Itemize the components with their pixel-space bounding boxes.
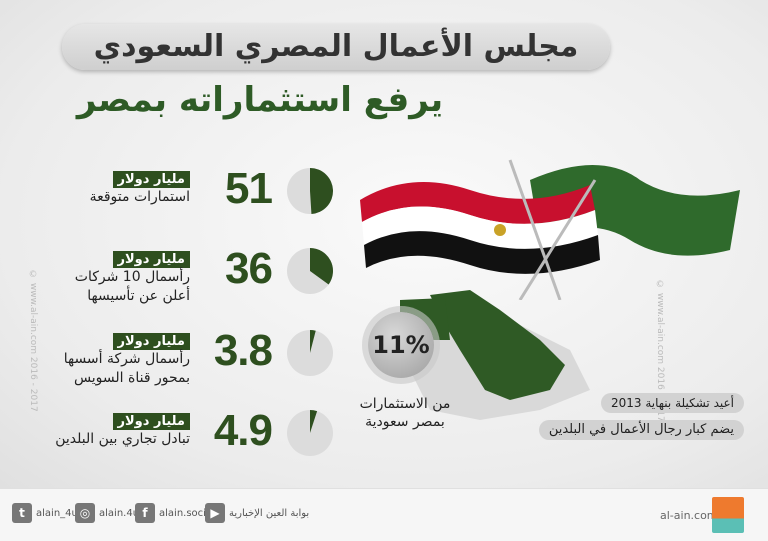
site-url[interactable]: al-ain.com — [660, 509, 718, 522]
twitter-icon: t — [12, 503, 32, 523]
percentage-desc-line: من الاستثمارات — [359, 396, 451, 412]
stat-value: 36 — [225, 244, 273, 293]
stat-row: 3.8 مليار دولار رأسمال شركة أسسها بمحور قن… — [0, 326, 340, 400]
saudi-flag — [530, 165, 740, 256]
instagram-icon: ◎ — [75, 503, 95, 523]
stat-row: 51 مليار دولار استمارات متوقعة — [0, 164, 340, 238]
stat-description: بمحور قناة السويس — [73, 370, 190, 386]
percentage-description: من الاستثمارات بمصر سعودية — [350, 395, 460, 431]
facebook-handle: alain.social — [159, 507, 215, 519]
twitter-handle: alain_4u — [36, 507, 78, 519]
stat-unit-badge: مليار دولار — [112, 413, 190, 430]
watermark: © www.al-ain.com 2016 - 2017 — [28, 270, 38, 412]
al-ain-logo — [712, 497, 744, 533]
youtube-handle: بوابة العين الإخبارية — [229, 507, 310, 519]
stat-description: رأسمال شركة أسسها — [63, 351, 190, 367]
stat-pie — [287, 330, 333, 376]
pie-slice — [310, 248, 333, 285]
pie-slice — [310, 168, 333, 214]
facebook-icon: f — [135, 503, 155, 523]
stat-row: 4.9 مليار دولار تبادل تجاري بين البلدين — [0, 406, 340, 480]
infographic: مجلس الأعمال المصري السعودي يرفع استثمار… — [0, 0, 768, 488]
stat-description: استمارات متوقعة — [89, 189, 190, 205]
title: مجلس الأعمال المصري السعودي — [62, 24, 610, 70]
stat-value: 3.8 — [213, 326, 273, 375]
stat-description: أعلن عن تأسيسها — [87, 288, 190, 304]
facebook-link[interactable]: f alain.social — [135, 503, 215, 523]
flags-illustration — [360, 159, 740, 300]
twitter-link[interactable]: t alain_4u — [12, 503, 78, 523]
stat-unit-badge: مليار دولار — [112, 171, 190, 188]
stat-row: 36 مليار دولار رأسمال 10 شركات أعلن عن تأس… — [0, 244, 340, 318]
stat-description: تبادل تجاري بين البلدين — [55, 431, 190, 447]
stat-pie — [287, 410, 333, 456]
stat-pie — [287, 168, 333, 214]
subtitle: يرفع استثماراته بمصر — [76, 80, 444, 120]
percentage-desc-line: بمصر سعودية — [365, 414, 445, 430]
instagram-handle: alain.4u — [99, 507, 140, 519]
saudi-map — [430, 290, 565, 400]
stat-value: 4.9 — [213, 406, 273, 455]
stat-description: رأسمال 10 شركات — [74, 269, 190, 285]
youtube-icon: ▶ — [205, 503, 225, 523]
map-illustration — [400, 290, 590, 420]
footer: t alain_4u ◎ alain.4u f alain.social ▶ بوابة… — [0, 488, 768, 541]
pie-slice — [310, 330, 316, 353]
fact-pill: يضم كبار رجال الأعمال في البلدين — [538, 420, 744, 440]
stat-unit-badge: مليار دولار — [112, 333, 190, 350]
percentage-circle: 11% — [368, 312, 434, 378]
watermark: © www.al-ain.com 2016 - 2017 — [655, 280, 665, 422]
fact-pill: أعيد تشكيلة بنهاية 2013 — [600, 393, 744, 413]
instagram-link[interactable]: ◎ alain.4u — [75, 503, 139, 523]
stat-value: 51 — [225, 164, 273, 213]
pie-slice — [310, 410, 318, 433]
stat-unit-badge: مليار دولار — [112, 251, 190, 268]
stat-pie — [287, 248, 333, 294]
youtube-link[interactable]: ▶ بوابة العين الإخبارية — [205, 503, 309, 523]
